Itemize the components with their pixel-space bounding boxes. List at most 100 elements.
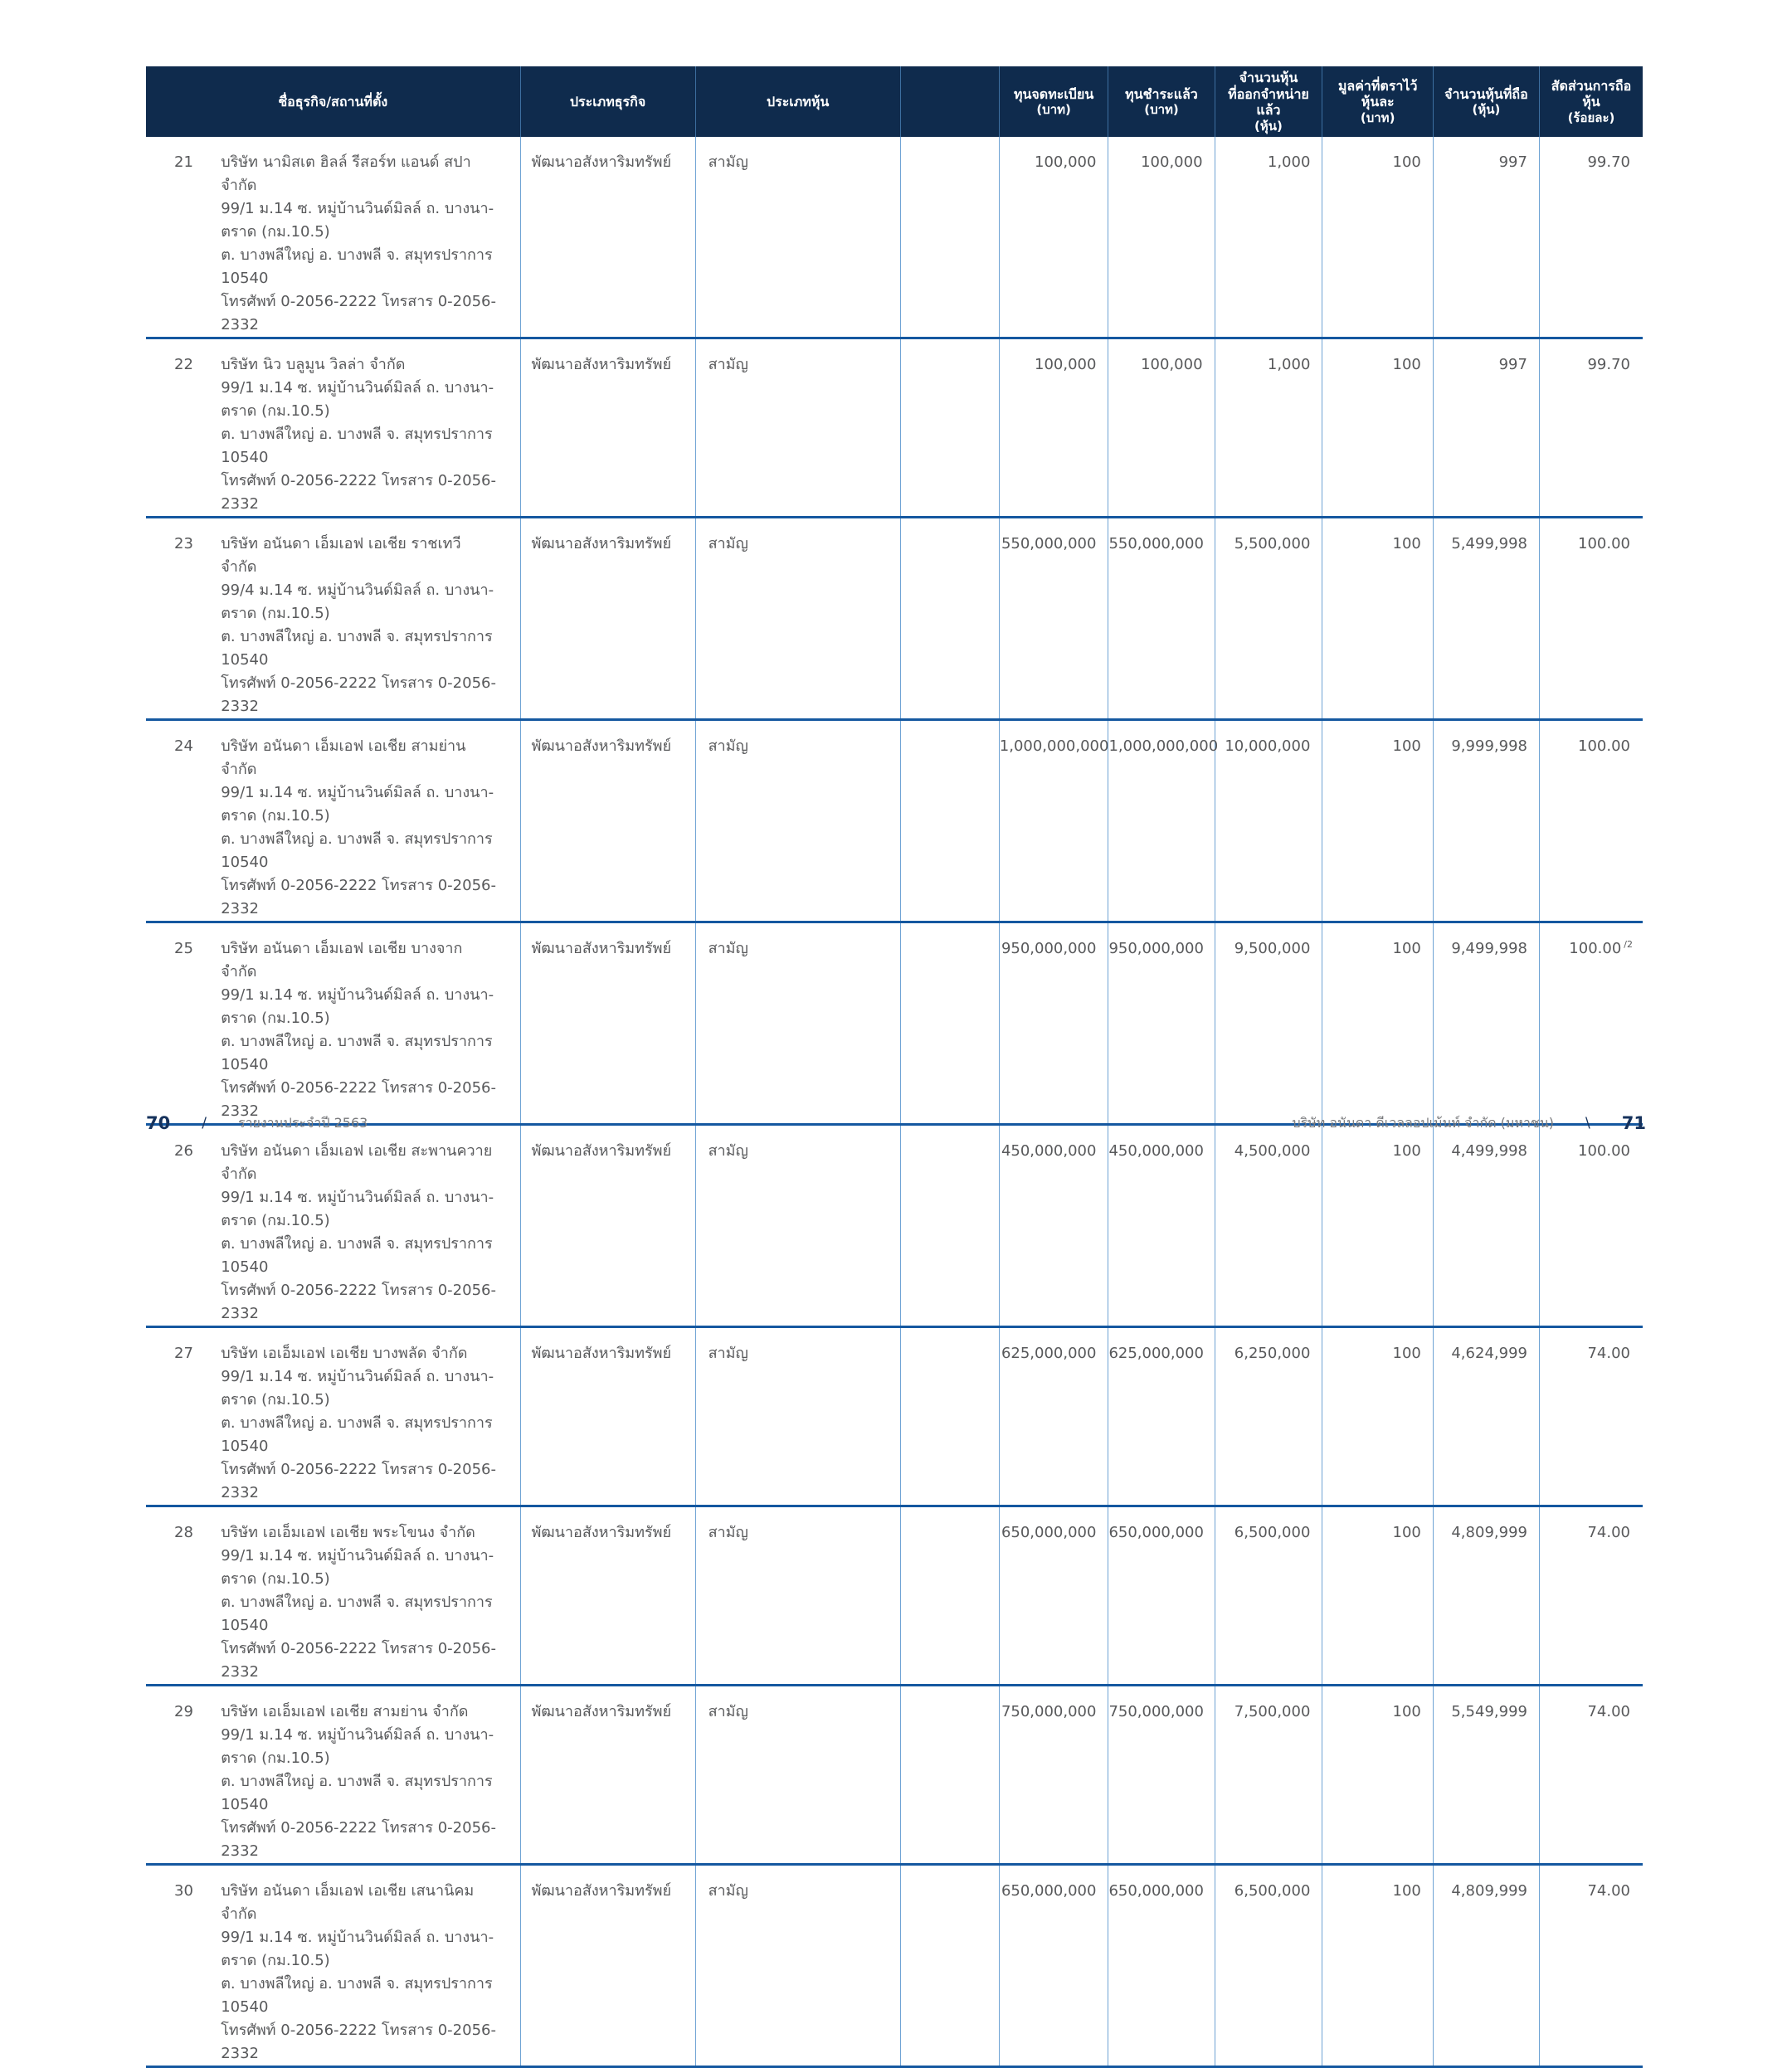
- paid-up-capital-value: 750,000,000: [1108, 1702, 1204, 1720]
- shares-issued-value: 10,000,000: [1225, 737, 1311, 755]
- blank-cell: [900, 136, 1000, 339]
- shares-issued: 6,500,000: [1215, 1864, 1323, 2068]
- company-cell: บริษัท เอเอ็มเอฟ เอเชีย สามย่าน จำกัด 99…: [221, 1685, 521, 1866]
- par-value-value: 100: [1392, 355, 1421, 373]
- business-type-value: พัฒนาอสังหาริมทรัพย์: [531, 939, 672, 957]
- table-row: 29 บริษัท เอเอ็มเอฟ เอเชีย สามย่าน จำกัด…: [146, 1685, 1643, 1866]
- shares-issued: 1,000: [1215, 338, 1323, 518]
- paid-up-capital-value: 650,000,000: [1108, 1523, 1204, 1541]
- col-header-paid-up-capital: ทุนชำระแล้ว (บาท): [1108, 66, 1215, 137]
- company-name: บริษัท อนันดา เอ็มเอฟ เอเชีย บางจาก จำกั…: [221, 939, 463, 980]
- shares-held-value: 4,809,999: [1451, 1881, 1527, 1900]
- col-header-shares-issued-label: จำนวนหุ้น ที่ออกจำหน่ายแล้ว: [1228, 70, 1309, 119]
- registered-capital: 625,000,000: [999, 1326, 1109, 1507]
- row-number-cell: 26: [146, 1124, 222, 1328]
- share-type-value: สามัญ: [708, 939, 748, 957]
- business-type: พัฒนาอสังหาริมทรัพย์: [520, 136, 696, 339]
- share-type: สามัญ: [695, 1685, 901, 1866]
- par-value-value: 100: [1392, 1141, 1421, 1160]
- row-number: 26: [174, 1141, 193, 1160]
- registered-capital-value: 450,000,000: [1001, 1141, 1097, 1160]
- paid-up-capital-value: 100,000: [1141, 355, 1203, 373]
- company-cell: บริษัท อนันดา เอ็มเอฟ เอเชีย สะพานควาย จ…: [221, 1124, 521, 1328]
- shares-held-value: 4,624,999: [1451, 1344, 1527, 1362]
- col-header-business-type: ประเภทธุรกิจ: [520, 66, 696, 137]
- business-type: พัฒนาอสังหาริมทรัพย์: [520, 338, 696, 518]
- company-address-line1: 99/1 ม.14 ซ. หมู่บ้านวินด์มิลล์ ถ. บางนา…: [221, 1367, 494, 1409]
- company-name: บริษัท อนันดา เอ็มเอฟ เอเชีย สามย่าน จำก…: [221, 737, 466, 778]
- paid-up-capital-value: 550,000,000: [1108, 534, 1204, 552]
- shares-issued: 10,000,000: [1215, 719, 1323, 923]
- company-name: บริษัท นิว บลูมูน วิลล่า จำกัด: [221, 355, 406, 373]
- row-number: 30: [174, 1881, 193, 1900]
- business-type: พัฒนาอสังหาริมทรัพย์: [520, 1124, 696, 1328]
- footer-separator-left: /: [202, 1115, 207, 1131]
- footer-left: 70 / รายงานประจำปี 2563: [146, 1113, 368, 1134]
- shares-issued-value: 4,500,000: [1234, 1141, 1311, 1160]
- par-value: 100: [1322, 338, 1434, 518]
- business-type: พัฒนาอสังหาริมทรัพย์: [520, 719, 696, 923]
- table-row: 26 บริษัท อนันดา เอ็มเอฟ เอเชีย สะพานควา…: [146, 1124, 1643, 1328]
- col-header-registered-capital: ทุนจดทะเบียน (บาท): [999, 66, 1109, 137]
- company-phone-fax: โทรศัพท์ 0-2056-2222 โทรสาร 0-2056-2332: [221, 1639, 496, 1681]
- paid-up-capital: 100,000: [1108, 338, 1215, 518]
- holding-percentage: 100.00/2: [1539, 922, 1643, 1126]
- par-value: 100: [1322, 1864, 1434, 2068]
- row-number: 24: [174, 737, 193, 755]
- shares-issued: 6,250,000: [1215, 1326, 1323, 1507]
- company-phone-fax: โทรศัพท์ 0-2056-2222 โทรสาร 0-2056-2332: [221, 1078, 496, 1120]
- shares-held-value: 997: [1498, 153, 1527, 171]
- shares-held: 5,499,998: [1433, 517, 1540, 721]
- business-type: พัฒนาอสังหาริมทรัพย์: [520, 1685, 696, 1866]
- holding-percentage: 74.00: [1539, 1506, 1643, 1686]
- footer-right: บริษัท อนันดา ดีเวลลอปเม้นท์ จำกัด (มหาช…: [1292, 1113, 1646, 1134]
- company-address-line2: ต. บางพลีใหญ่ อ. บางพลี จ. สมุทรปราการ 1…: [221, 1032, 493, 1073]
- row-number-cell: 29: [146, 1685, 222, 1866]
- business-type: พัฒนาอสังหาริมทรัพย์: [520, 1506, 696, 1686]
- paid-up-capital-value: 1,000,000,000: [1108, 737, 1219, 755]
- company-cell: บริษัท นามิสเต ฮิลล์ รีสอร์ท แอนด์ สปา จ…: [221, 136, 521, 339]
- shares-held-value: 4,809,999: [1451, 1523, 1527, 1541]
- registered-capital-value: 100,000: [1035, 153, 1097, 171]
- company-name: บริษัท อนันดา เอ็มเอฟ เอเชีย ราชเทวี จำก…: [221, 534, 461, 576]
- share-type-value: สามัญ: [708, 153, 748, 171]
- paid-up-capital-value: 625,000,000: [1108, 1344, 1204, 1362]
- shares-held: 5,549,999: [1433, 1685, 1540, 1866]
- table-row: 23 บริษัท อนันดา เอ็มเอฟ เอเชีย ราชเทวี …: [146, 517, 1643, 721]
- holding-percentage: 74.00: [1539, 1326, 1643, 1507]
- blank-cell: [900, 1326, 1000, 1507]
- shares-issued-value: 9,500,000: [1234, 939, 1311, 957]
- col-header-business-name: ชื่อธุรกิจ/สถานที่ตั้ง: [146, 66, 521, 137]
- registered-capital: 750,000,000: [999, 1685, 1109, 1866]
- shares-issued: 6,500,000: [1215, 1506, 1323, 1686]
- company-phone-fax: โทรศัพท์ 0-2056-2222 โทรสาร 0-2056-2332: [221, 876, 496, 917]
- blank-cell: [900, 1506, 1000, 1686]
- company-cell: บริษัท เอเอ็มเอฟ เอเชีย พระโขนง จำกัด 99…: [221, 1506, 521, 1686]
- company-cell: บริษัท เอเอ็มเอฟ เอเชีย บางพลัด จำกัด 99…: [221, 1326, 521, 1507]
- col-header-holding-percentage-unit: (ร้อยละ): [1567, 109, 1615, 125]
- share-type: สามัญ: [695, 1124, 901, 1328]
- company-address-line1: 99/1 ม.14 ซ. หมู่บ้านวินด์มิลล์ ถ. บางนา…: [221, 1928, 494, 1969]
- shares-held: 4,809,999: [1433, 1864, 1540, 2068]
- share-type: สามัญ: [695, 1864, 901, 2068]
- company-address-line1: 99/1 ม.14 ซ. หมู่บ้านวินด์มิลล์ ถ. บางนา…: [221, 1546, 494, 1588]
- company-address-line1: 99/1 ม.14 ซ. หมู่บ้านวินด์มิลล์ ถ. บางนา…: [221, 1188, 494, 1229]
- row-number-cell: 25: [146, 922, 222, 1126]
- registered-capital: 650,000,000: [999, 1864, 1109, 2068]
- business-type-value: พัฒนาอสังหาริมทรัพย์: [531, 534, 672, 552]
- col-header-registered-capital-label: ทุนจดทะเบียน: [1013, 85, 1094, 102]
- holding-percentage-value: 100.00: [1578, 1141, 1630, 1160]
- par-value: 100: [1322, 922, 1434, 1126]
- shares-held: 4,624,999: [1433, 1326, 1540, 1507]
- row-number: 27: [174, 1344, 193, 1362]
- registered-capital: 550,000,000: [999, 517, 1109, 721]
- col-header-holding-percentage: สัดส่วนการถือหุ้น (ร้อยละ): [1539, 66, 1643, 137]
- par-value-value: 100: [1392, 1344, 1421, 1362]
- shares-held: 9,499,998: [1433, 922, 1540, 1126]
- share-type-value: สามัญ: [708, 1344, 748, 1362]
- company-address-line2: ต. บางพลีใหญ่ อ. บางพลี จ. สมุทรปราการ 1…: [221, 246, 493, 287]
- holding-percentage-value: 74.00: [1587, 1881, 1630, 1900]
- registered-capital-value: 1,000,000,000: [999, 737, 1109, 755]
- shares-issued-value: 1,000: [1267, 355, 1311, 373]
- footer-separator-right: \: [1585, 1115, 1590, 1131]
